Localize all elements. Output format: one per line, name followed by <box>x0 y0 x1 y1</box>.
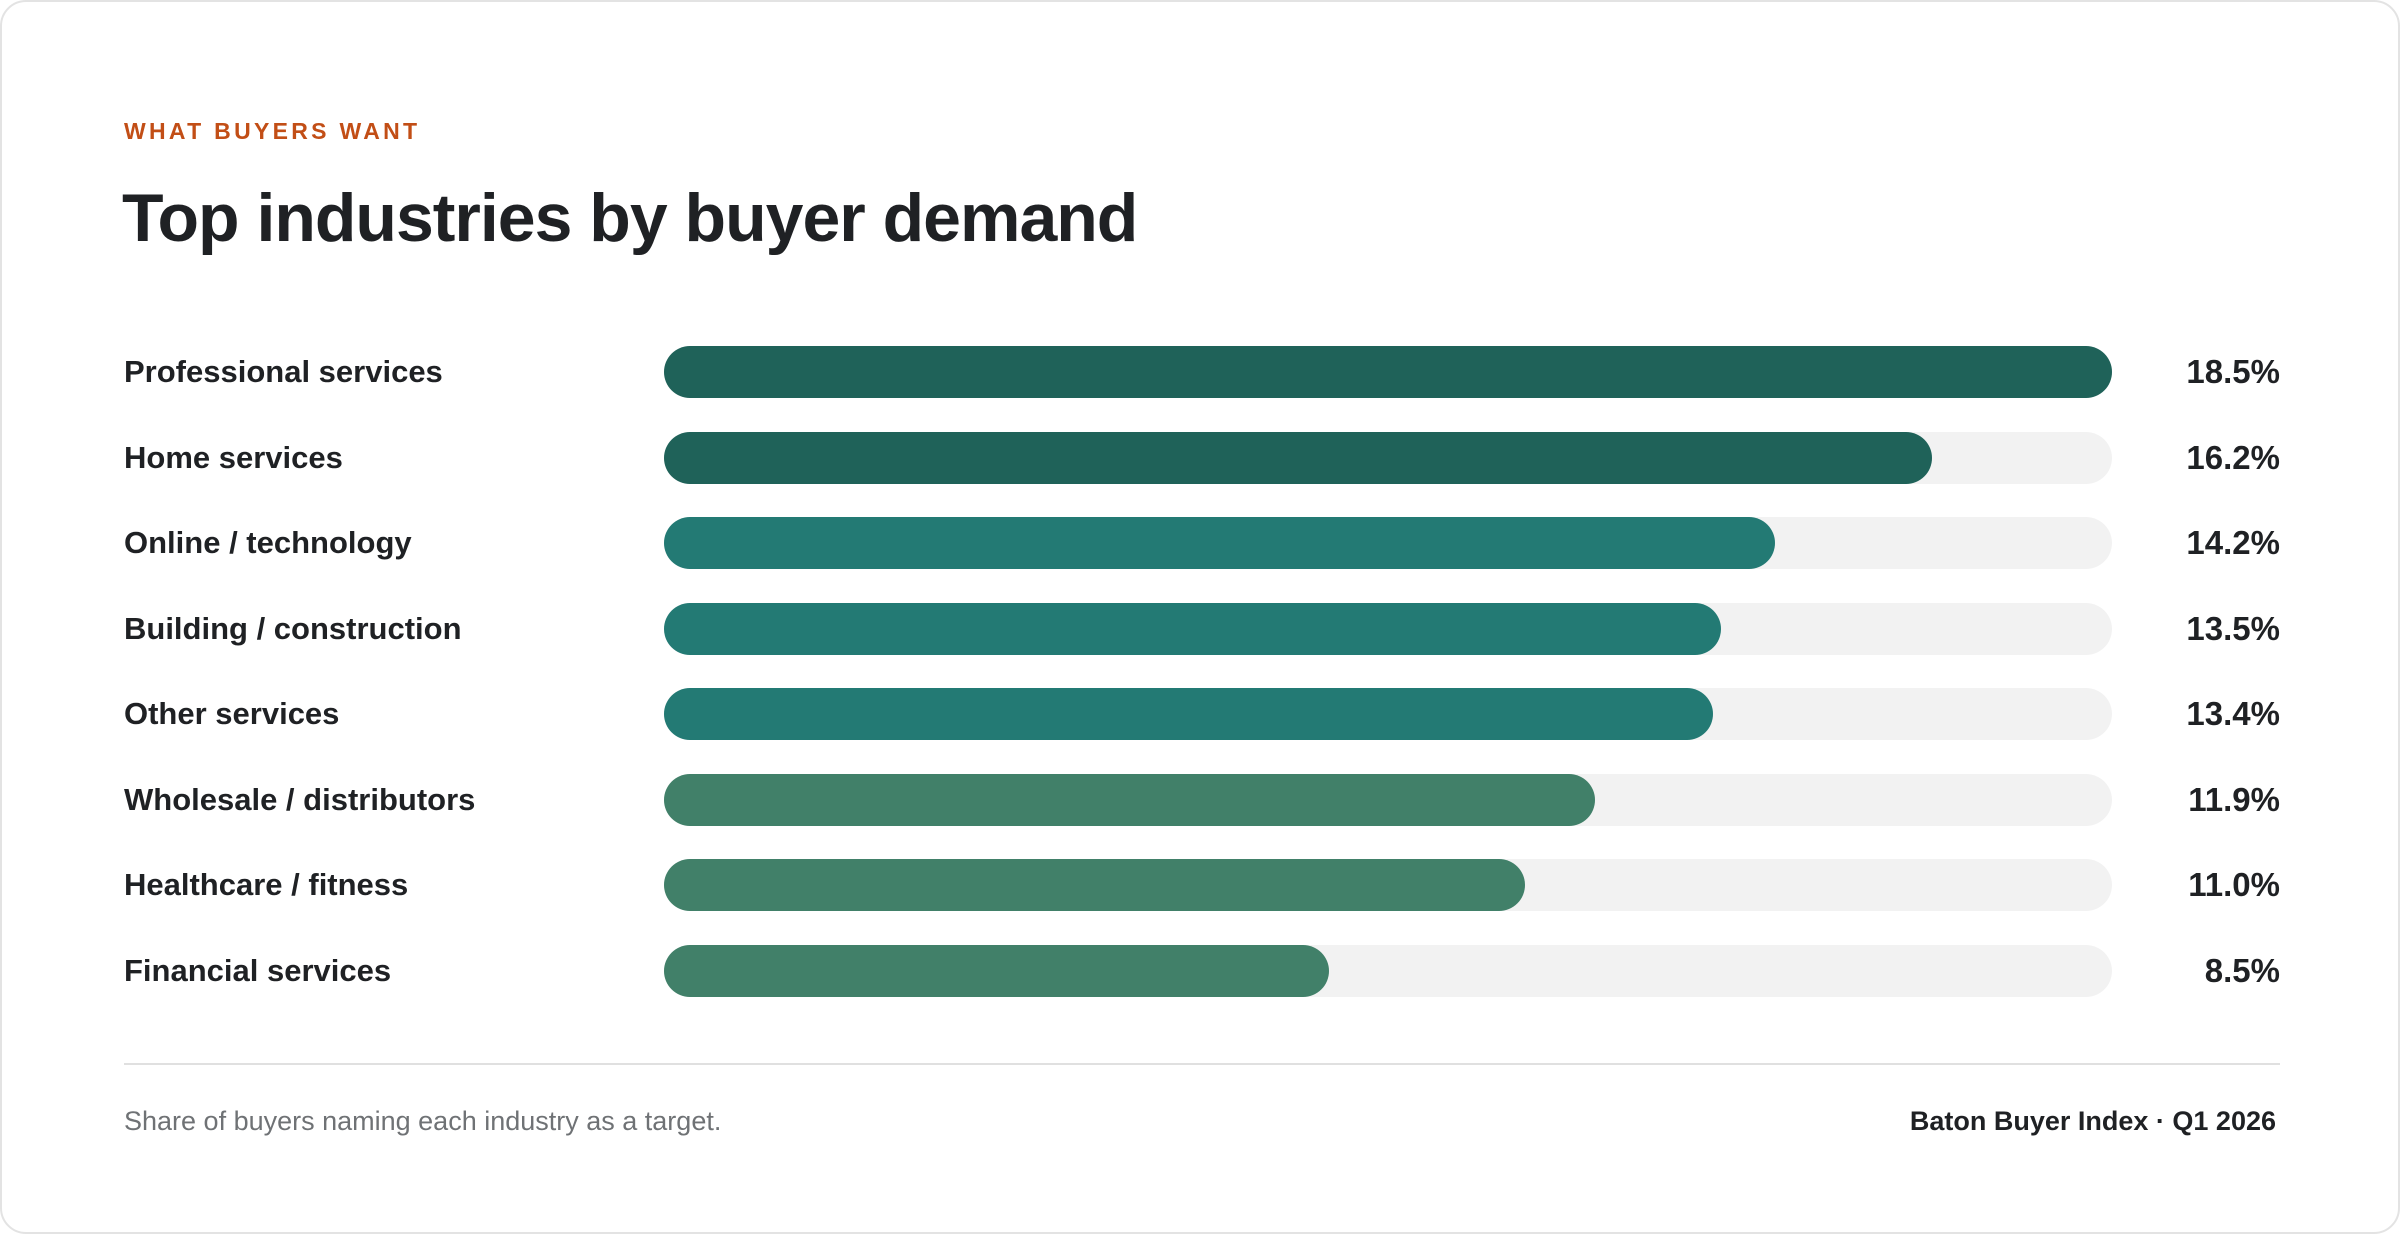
footer-note: Share of buyers naming each industry as … <box>124 1106 722 1136</box>
eyebrow-label: WHAT BUYERS WANT <box>124 118 421 144</box>
bar-track <box>664 517 2112 569</box>
footer-source: Baton Buyer Index · Q1 2026 <box>1909 1106 2276 1136</box>
bar-value-label: 18.5% <box>2186 353 2280 390</box>
bar <box>664 859 1525 911</box>
chart-title: Top industries by buyer demand <box>122 180 1138 256</box>
bar-label: Wholesale / distributors <box>124 782 476 817</box>
bar-value-label: 14.2% <box>2186 524 2280 561</box>
bar <box>664 517 1775 569</box>
bar <box>664 603 1721 655</box>
footer-divider <box>124 1063 2280 1065</box>
bar-value-label: 8.5% <box>2204 952 2280 989</box>
bar-track <box>664 945 2112 997</box>
bar-label: Other services <box>124 696 340 731</box>
bar-track <box>664 432 2112 484</box>
bar-value-label: 13.4% <box>2186 695 2280 732</box>
bar <box>664 774 1595 826</box>
bar-label: Professional services <box>124 354 443 389</box>
bar <box>664 945 1329 997</box>
bar <box>664 432 1932 484</box>
bar <box>664 688 1713 740</box>
bar-track <box>664 603 2112 655</box>
bar-label: Financial services <box>124 953 392 988</box>
bar-track <box>664 774 2112 826</box>
bar-track <box>664 859 2112 911</box>
bar-label: Healthcare / fitness <box>124 867 409 902</box>
bar-value-label: 11.0% <box>2188 866 2280 903</box>
bar-track <box>664 346 2112 398</box>
bar-value-label: 16.2% <box>2186 439 2280 476</box>
bar-value-label: 13.5% <box>2186 610 2280 647</box>
bar-label: Home services <box>124 440 343 475</box>
bar-label: Online / technology <box>124 525 412 560</box>
bar-value-label: 11.9% <box>2188 781 2280 818</box>
bar-track <box>664 688 2112 740</box>
bar <box>664 346 2112 398</box>
bar-label: Building / construction <box>124 611 462 646</box>
